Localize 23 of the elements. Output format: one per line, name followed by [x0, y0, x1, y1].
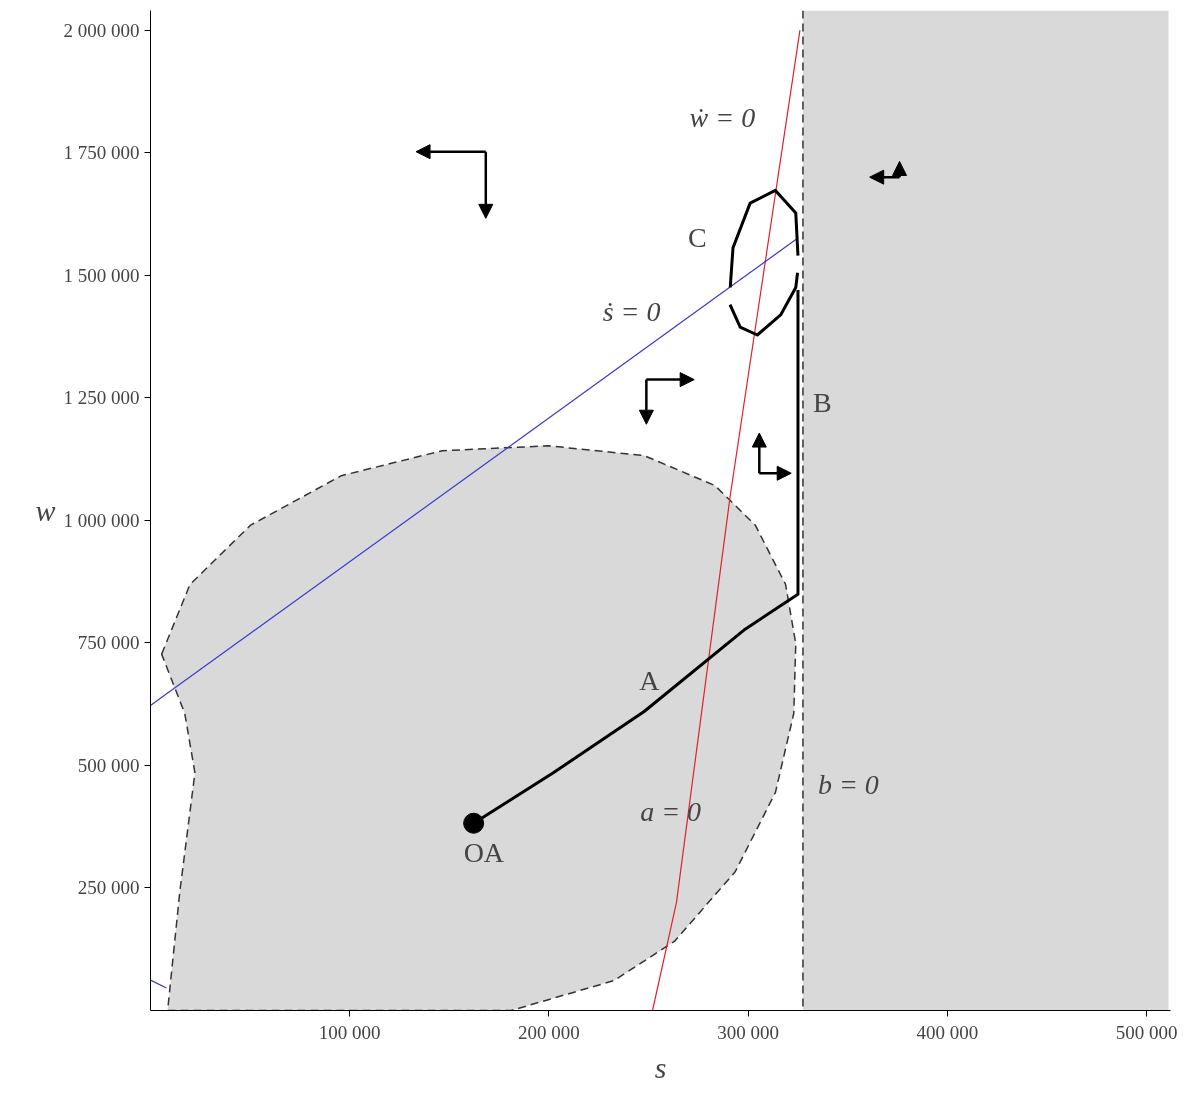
x-tick-label: 400 000 — [916, 1021, 979, 1043]
y-tick-label: 750 000 — [77, 632, 140, 654]
x-tick-label: 200 000 — [518, 1021, 580, 1043]
annotation: ṡ = 0 — [602, 296, 661, 328]
annotation: B — [812, 386, 832, 418]
annotation: b = 0 — [817, 768, 879, 800]
annotation: A — [639, 665, 661, 697]
y-tick-label: 1 500 000 — [63, 264, 140, 286]
y-tick-label: 500 000 — [77, 754, 140, 776]
y-tick-label: 1 000 000 — [63, 509, 140, 531]
annotation: ẇ = 0 — [689, 102, 756, 134]
y-tick-label: 1 250 000 — [63, 387, 140, 409]
annotation: OA — [463, 837, 505, 869]
annotation: a = 0 — [640, 795, 702, 827]
y-tick-label: 1 750 000 — [63, 142, 140, 164]
y-tick-label: 2 000 000 — [63, 19, 140, 41]
x-tick-label: 500 000 — [1115, 1021, 1178, 1043]
y-tick-label: 250 000 — [77, 877, 140, 899]
y-axis-title: w — [35, 494, 56, 527]
x-axis-title: s — [654, 1050, 667, 1084]
x-tick-label: 300 000 — [717, 1021, 780, 1043]
x-tick-label: 100 000 — [318, 1021, 381, 1043]
annotation: C — [688, 221, 707, 253]
